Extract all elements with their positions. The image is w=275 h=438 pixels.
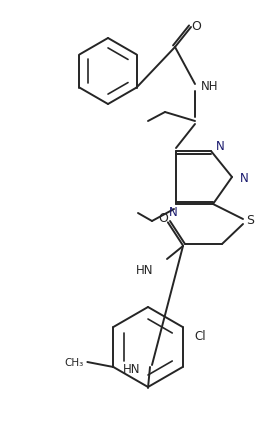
Text: N: N: [240, 171, 249, 184]
Text: Cl: Cl: [195, 329, 206, 342]
Text: S: S: [246, 213, 254, 226]
Text: O: O: [158, 212, 168, 225]
Text: N: N: [169, 206, 177, 219]
Text: HN: HN: [122, 363, 140, 376]
Text: HN: HN: [136, 263, 153, 276]
Text: NH: NH: [201, 80, 219, 93]
Text: N: N: [216, 140, 225, 153]
Text: CH₃: CH₃: [64, 357, 83, 367]
Text: O: O: [191, 19, 201, 32]
